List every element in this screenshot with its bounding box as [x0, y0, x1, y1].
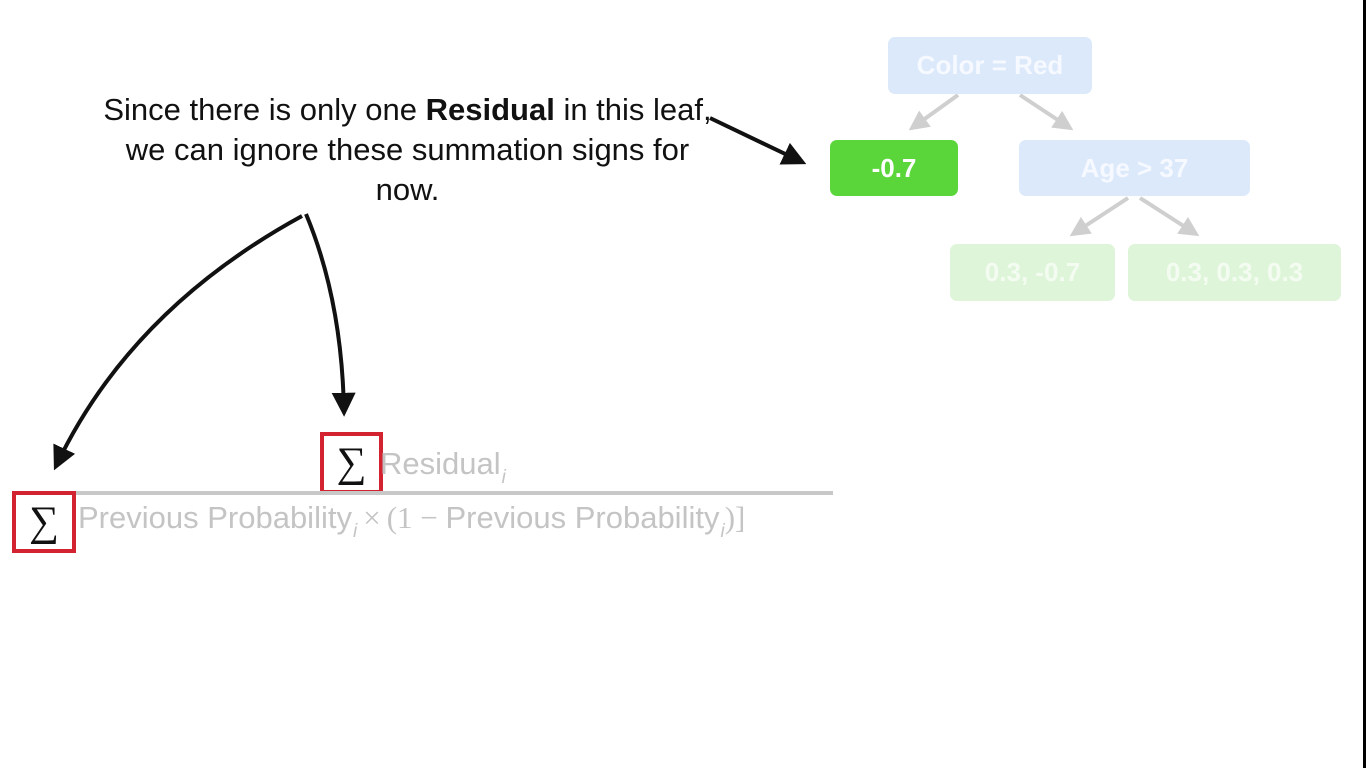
fraction-line: [75, 491, 833, 495]
tree-leaf-active: -0.7: [830, 140, 958, 196]
denominator-sigma-box: ∑: [12, 491, 76, 553]
denominator-subscript2: i: [720, 521, 725, 542]
formula-numerator: Residuali: [380, 446, 506, 489]
tree-edge-split-right: [1138, 196, 1200, 237]
tree-edge-split-left: [1069, 196, 1130, 237]
tree-split-node: Age > 37: [1019, 140, 1250, 196]
times-symbol: ×: [363, 500, 381, 535]
tree-leaf-a: 0.3, -0.7: [950, 244, 1115, 301]
tree-edge-root-left: [908, 93, 960, 131]
numerator-term: Residual: [380, 446, 501, 481]
sigma-icon: ∑: [336, 440, 367, 486]
formula-denominator: Previous Probabilityi × (1 − Previous Prob…: [78, 500, 745, 543]
tree-root-node: Color = Red: [888, 37, 1092, 94]
caption-bold-residual: Residual: [425, 92, 555, 127]
arrow-caption-to-leaf: [709, 116, 807, 165]
close-bracket: )]: [724, 500, 746, 535]
denominator-term2: Previous Probability: [445, 500, 720, 535]
tree-leaf-b: 0.3, 0.3, 0.3: [1128, 244, 1341, 301]
right-edge-bar: [1363, 0, 1366, 768]
sigma-icon: ∑: [29, 499, 59, 545]
numerator-subscript: i: [501, 467, 506, 488]
open-paren: (1 −: [386, 500, 446, 535]
tree-edge-root-right: [1018, 93, 1074, 131]
caption-text: Since there is only one Residual in this…: [100, 90, 715, 210]
arrow-to-denominator-sigma: [53, 214, 303, 471]
numerator-sigma-box: ∑: [320, 432, 383, 494]
denominator-subscript1: i: [352, 521, 358, 542]
denominator-term1: Previous Probability: [78, 500, 352, 535]
caption-part1: Since there is only one: [103, 92, 426, 127]
caption-part2: in this leaf, we can ignore these summat…: [125, 92, 712, 207]
arrow-to-numerator-sigma: [304, 213, 356, 417]
